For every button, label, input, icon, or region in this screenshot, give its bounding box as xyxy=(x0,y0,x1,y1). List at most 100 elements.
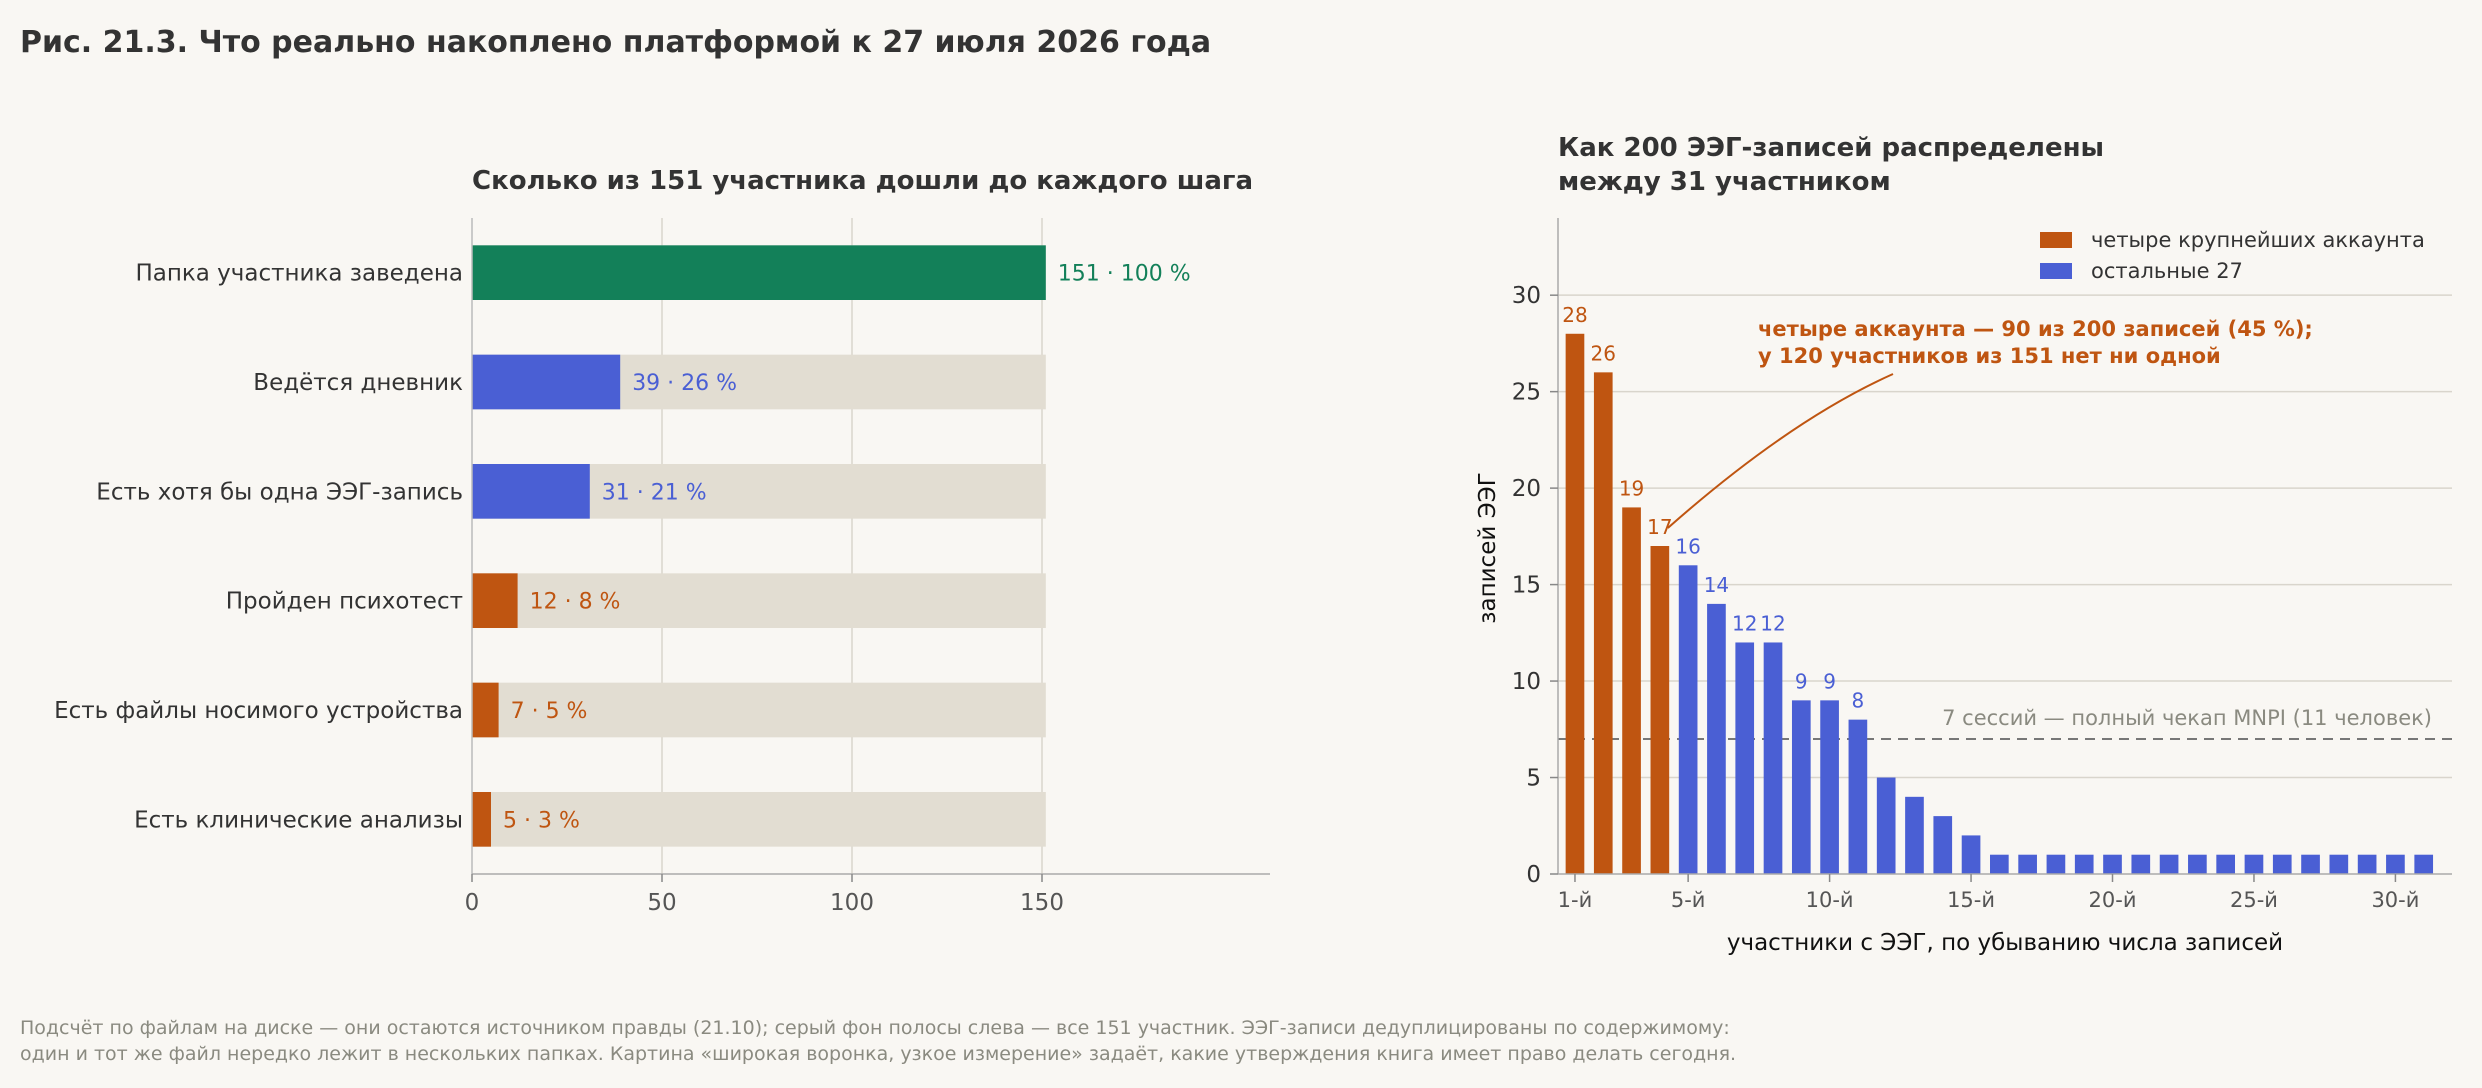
distribution-bar xyxy=(2414,854,2434,874)
legend: четыре крупнейших аккаунта остальные 27 xyxy=(2040,228,2425,283)
bar-value-label: 12 xyxy=(1760,611,1785,635)
bar-value-label: 12 xyxy=(1732,611,1757,635)
category-label: Есть хотя бы одна ЭЭГ-запись xyxy=(96,479,463,505)
distribution-chart: Как 200 ЭЭГ-записей распределены между 31… xyxy=(1475,133,2452,956)
distribution-gridlines xyxy=(1558,294,2452,779)
bar-value-label: 9 xyxy=(1795,669,1808,693)
bar-value-label: 26 xyxy=(1591,341,1616,365)
distribution-bar xyxy=(1933,816,1953,874)
title-line: между 31 участником xyxy=(1558,167,1891,197)
legend-swatch xyxy=(2040,263,2072,279)
category-label: Папка участника заведена xyxy=(135,261,463,287)
funnel-background-tracks xyxy=(472,245,1046,847)
funnel-chart: Сколько из 151 участника дошли до каждог… xyxy=(54,166,1270,916)
footnote: Подсчёт по файлам на диске — они остаютс… xyxy=(20,1017,1736,1065)
funnel-x-axis: 0 50 100 150 xyxy=(465,218,1270,916)
x-tick-label: 50 xyxy=(647,890,676,916)
distribution-bar xyxy=(1791,700,1811,874)
y-tick-label: 10 xyxy=(1512,669,1541,695)
funnel-bar xyxy=(472,682,499,738)
figure-title: Рис. 21.3. Что реально накоплено платфор… xyxy=(20,25,1211,60)
distribution-bar xyxy=(2357,854,2377,874)
distribution-bar xyxy=(2272,854,2292,874)
distribution-bar xyxy=(2131,854,2151,874)
distribution-bar xyxy=(2301,854,2320,874)
funnel-bar xyxy=(472,245,1046,300)
distribution-bars xyxy=(1565,333,2434,874)
x-tick-label: 1-й xyxy=(1558,888,1593,912)
category-label: Ведётся дневник xyxy=(253,370,463,396)
x-tick-label: 30-й xyxy=(2371,888,2419,912)
bar-value-label: 19 xyxy=(1619,476,1644,500)
y-tick-label: 0 xyxy=(1526,862,1541,888)
distribution-bar xyxy=(2074,854,2094,874)
background-track xyxy=(472,682,1046,738)
distribution-bar xyxy=(1961,835,1981,874)
distribution-bar xyxy=(1763,642,1783,874)
value-label: 31 · 21 % xyxy=(602,480,707,505)
funnel-category-labels: Папка участника заведена Ведётся дневник Е… xyxy=(54,261,463,834)
value-label: 7 · 5 % xyxy=(511,699,588,724)
distribution-bar xyxy=(1565,333,1585,874)
footnote-line-1: Подсчёт по файлам на диске — они остаютс… xyxy=(20,1017,1730,1039)
distribution-bar xyxy=(2329,854,2349,874)
value-label: 151 · 100 % xyxy=(1058,262,1191,287)
category-label: Есть клинические анализы xyxy=(134,807,463,833)
distribution-bar xyxy=(1707,603,1726,874)
legend-label: остальные 27 xyxy=(2091,259,2243,283)
x-tick-label: 5-й xyxy=(1671,888,1706,912)
funnel-bars xyxy=(472,245,1046,847)
distribution-bar xyxy=(2188,854,2207,874)
legend-swatch xyxy=(2040,232,2072,248)
bar-value-label: 8 xyxy=(1852,689,1865,713)
y-tick-label: 5 xyxy=(1526,766,1541,792)
distribution-bar xyxy=(1735,642,1755,874)
value-label: 5 · 3 % xyxy=(503,808,580,833)
y-tick-label: 15 xyxy=(1512,573,1541,599)
funnel-gridlines xyxy=(661,218,1043,874)
distribution-bar xyxy=(2018,854,2037,874)
distribution-bar xyxy=(2216,854,2236,874)
value-label: 39 · 26 % xyxy=(632,371,737,396)
distribution-chart-title: Как 200 ЭЭГ-записей распределены между 31… xyxy=(1558,133,2104,197)
bar-value-label: 14 xyxy=(1704,573,1729,597)
x-axis-label: участники с ЭЭГ, по убыванию числа запис… xyxy=(1727,930,2283,956)
reference-line-label: 7 сессий — полный чекап MNPI (11 человек… xyxy=(1942,706,2432,730)
funnel-bar xyxy=(472,573,518,628)
distribution-axes: 0 5 10 15 20 25 30 1-й 5-й 10-й 15-й 20-й 25-й 30-й xyxy=(1512,218,2452,912)
distribution-bar xyxy=(2046,854,2066,874)
funnel-chart-title: Сколько из 151 участника дошли до каждог… xyxy=(472,166,1253,196)
funnel-value-labels: 151 · 100 % 39 · 26 % 31 · 21 % 12 · 8 % 7 ·… xyxy=(503,262,1191,834)
bar-value-label: 28 xyxy=(1562,303,1587,327)
funnel-bar xyxy=(472,464,590,519)
y-tick-label: 25 xyxy=(1512,380,1541,406)
distribution-bar xyxy=(2244,854,2264,874)
distribution-bar xyxy=(1990,854,2009,874)
distribution-bar xyxy=(1593,372,1613,874)
annotation-arrow xyxy=(1667,373,1894,529)
x-tick-label: 150 xyxy=(1020,890,1064,916)
reference-line: 7 сессий — полный чекап MNPI (11 человек… xyxy=(1558,706,2452,740)
bar-value-label: 9 xyxy=(1823,669,1836,693)
funnel-bar xyxy=(472,792,491,847)
distribution-bar xyxy=(1678,565,1698,874)
distribution-bar xyxy=(2386,854,2405,874)
y-tick-label: 20 xyxy=(1512,476,1541,502)
x-tick-label: 0 xyxy=(465,890,480,916)
x-tick-label: 100 xyxy=(830,890,874,916)
x-tick-label: 15-й xyxy=(1947,888,1995,912)
y-axis-label: записей ЭЭГ xyxy=(1475,472,1501,624)
y-tick-label: 30 xyxy=(1512,283,1541,309)
legend-label: четыре крупнейших аккаунта xyxy=(2091,228,2425,252)
distribution-bar xyxy=(1820,700,1839,874)
funnel-bar xyxy=(472,354,621,410)
category-label: Есть файлы носимого устройства xyxy=(54,698,463,724)
distribution-bar xyxy=(2103,854,2122,874)
distribution-bar xyxy=(1876,777,1896,874)
x-tick-label: 10-й xyxy=(1806,888,1854,912)
annotation-text: четыре аккаунта — 90 из 200 записей (45 … xyxy=(1758,317,2313,341)
annotation: четыре аккаунта — 90 из 200 записей (45 … xyxy=(1667,317,2313,529)
footnote-line-2: один и тот же файл нередко лежит в неско… xyxy=(20,1043,1736,1065)
